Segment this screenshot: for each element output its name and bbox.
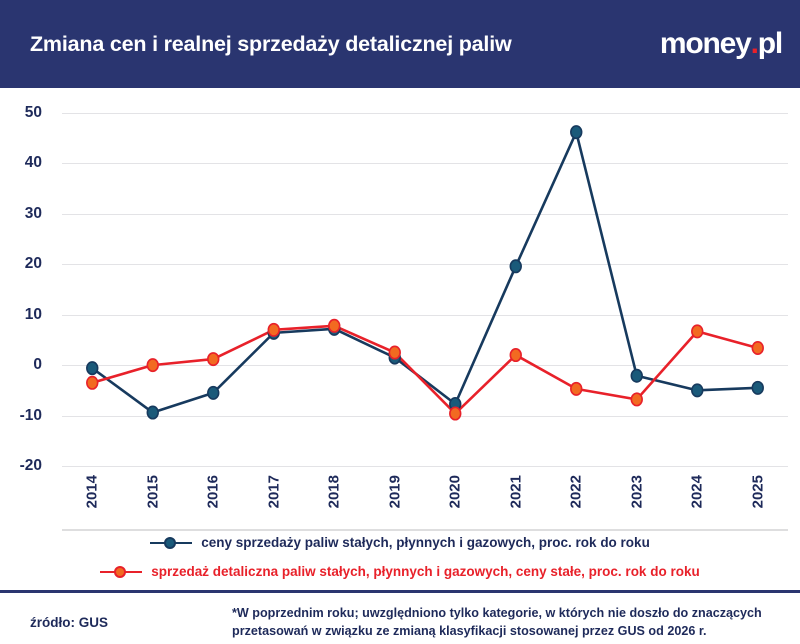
y-axis-tick-label: 40 <box>24 154 42 172</box>
gridline <box>62 466 788 467</box>
series-line <box>90 324 760 415</box>
data-point-marker <box>388 345 401 360</box>
legend-marker-navy <box>150 536 193 550</box>
data-point-marker <box>509 259 522 274</box>
data-point-marker <box>751 340 764 355</box>
x-axis-tick-label: 2025 <box>749 475 767 509</box>
series-line <box>90 130 760 414</box>
x-axis-tick-label: 2017 <box>265 475 283 509</box>
legend-item-sales: sprzedaż detaliczna paliw stałych, płynn… <box>0 557 800 586</box>
gridline <box>62 113 788 114</box>
gridline <box>62 163 788 165</box>
logo-wordmark: money <box>659 27 752 60</box>
x-axis-tick-label: 2016 <box>204 475 222 509</box>
header-bar: Zmiana cen i realnej sprzedaży detaliczn… <box>0 0 800 88</box>
footer: źródło: GUS *W poprzednim roku; uwzględn… <box>0 596 800 644</box>
data-point-marker <box>86 361 99 376</box>
series-lines <box>86 125 764 421</box>
money-pl-logo: money. pl <box>659 27 783 61</box>
data-point-marker <box>691 324 704 339</box>
x-axis-tick-label: 2018 <box>325 475 343 509</box>
y-axis-tick-label: 20 <box>24 255 42 273</box>
x-axis-tick-label: 2019 <box>386 475 404 509</box>
legend-label-prices: ceny sprzedaży paliw stałych, płynnych i… <box>201 535 650 550</box>
y-axis-tick-label: -20 <box>19 457 42 474</box>
x-axis-tick-label: 2020 <box>446 475 464 509</box>
data-point-marker <box>267 322 280 337</box>
legend-label-sales: sprzedaż detaliczna paliw stałych, płynn… <box>151 564 700 579</box>
data-point-marker <box>751 380 764 395</box>
y-axis-tick-label: -10 <box>19 406 42 424</box>
x-axis-line <box>62 529 788 531</box>
data-point-marker <box>207 352 220 367</box>
data-point-marker <box>207 385 220 400</box>
gridline <box>62 415 788 417</box>
gridline <box>62 264 788 266</box>
data-point-marker <box>146 358 159 373</box>
legend-marker-red <box>100 565 143 579</box>
data-point-marker <box>509 348 522 363</box>
x-axis-tick-label: 2024 <box>688 475 706 509</box>
gridline <box>62 213 788 215</box>
data-point-marker <box>630 392 643 407</box>
x-axis-tick-label: 2015 <box>144 475 162 509</box>
gridline <box>62 314 788 316</box>
data-point-marker <box>449 406 462 421</box>
data-point-marker <box>86 375 99 390</box>
source-label: źródło: GUS <box>30 615 108 630</box>
footer-divider <box>0 590 800 593</box>
data-point-marker <box>570 125 583 140</box>
data-point-marker <box>570 381 583 396</box>
chart-area: 50 40 30 20 10 0 -10 -20 2014 2015 2016 2017 2018 20… <box>0 88 800 531</box>
data-point-marker <box>691 383 704 398</box>
footnote: *W poprzednim roku; uwzględniono tylko k… <box>232 606 762 639</box>
x-axis-tick-label: 2022 <box>567 475 585 509</box>
logo-suffix: pl <box>757 27 783 60</box>
y-axis-tick-label: 0 <box>33 356 42 374</box>
logo-dot: . <box>750 27 759 60</box>
y-axis-tick-label: 30 <box>24 204 42 222</box>
x-axis-tick-label: 2021 <box>507 475 525 509</box>
page-title: Zmiana cen i realnej sprzedaży detaliczn… <box>30 31 512 56</box>
legend-item-prices: ceny sprzedaży paliw stałych, płynnych i… <box>0 528 800 557</box>
y-axis-tick-label: 50 <box>24 104 42 121</box>
data-point-marker <box>630 368 643 383</box>
gridline <box>62 365 788 367</box>
y-axis-tick-label: 10 <box>24 305 42 323</box>
x-axis-tick-label: 2014 <box>83 475 101 509</box>
data-point-marker <box>146 405 159 420</box>
x-axis-tick-label: 2023 <box>628 475 646 509</box>
plot-region: 50 40 30 20 10 0 -10 -20 2014 2015 2016 2017 2018 20… <box>20 104 788 508</box>
chart-legend: ceny sprzedaży paliw stałych, płynnych i… <box>0 528 800 586</box>
data-point-marker <box>328 318 341 333</box>
